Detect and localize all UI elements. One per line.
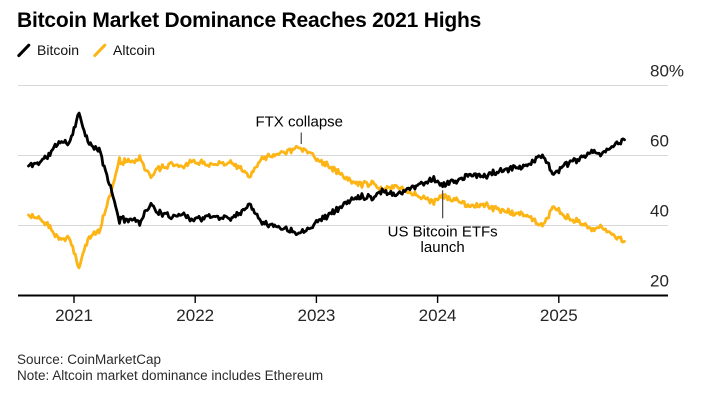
x-tick-label-2023: 2023 [297,306,335,325]
altcoin-line [27,144,626,270]
chart-title: Bitcoin Market Dominance Reaches 2021 Hi… [17,9,482,32]
bitcoin-line-marker-icon [17,43,31,57]
y-tick-label-60: 60 [650,132,669,151]
methodology-note: Note: Altcoin market dominance includes … [17,368,324,383]
annotation-text-us-bitcoin-etfs-launch: US Bitcoin ETFs [388,223,498,240]
x-tick-label-2022: 2022 [176,306,214,325]
chart-footer: Source: CoinMarketCap Note: Altcoin mark… [17,352,323,384]
y-tick-label-80: 80% [650,62,684,81]
source-note: Source: CoinMarketCap [17,352,162,367]
legend-label-altcoin: Altcoin [113,42,156,58]
bitcoin-line [27,111,626,237]
legend-item-altcoin: Altcoin [93,42,155,58]
x-tick-label-2025: 2025 [540,306,578,325]
annotation-text-ftx-collapse: FTX collapse [255,114,343,131]
altcoin-line-marker-icon [93,43,107,57]
x-tick-label-2024: 2024 [419,306,457,325]
legend-item-bitcoin: Bitcoin [17,42,79,58]
y-tick-label-40: 40 [650,202,669,221]
x-tick-label-2021: 2021 [55,306,93,325]
annotation-text-us-bitcoin-etfs-launch: launch [421,239,465,256]
legend-label-bitcoin: Bitcoin [37,42,80,58]
y-tick-label-20: 20 [650,272,669,291]
chart-legend: Bitcoin Altcoin [17,42,155,58]
